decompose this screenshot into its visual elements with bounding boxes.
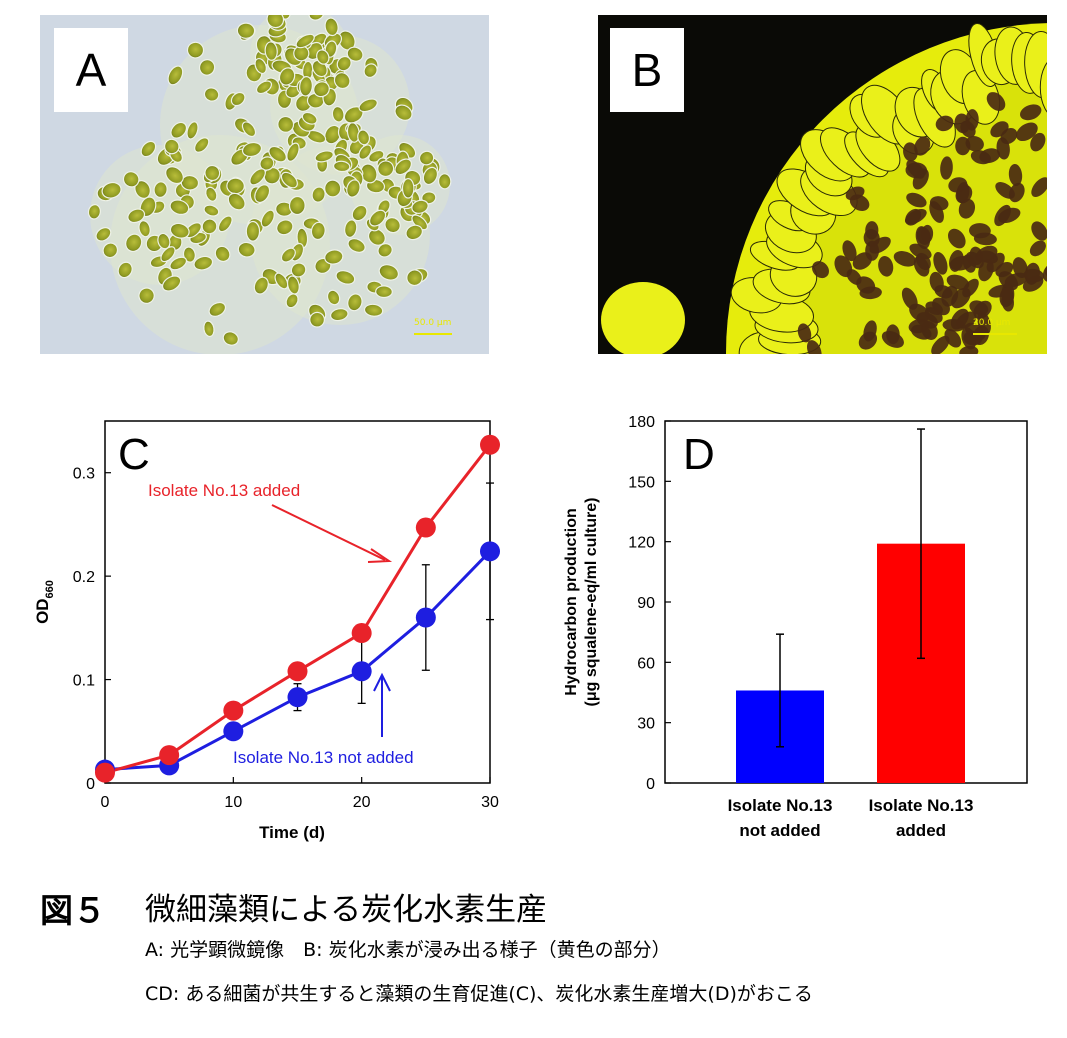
- data-point: [223, 721, 244, 742]
- annotation-arrow-added: [271, 504, 386, 561]
- plot-frame-c: [104, 420, 491, 784]
- micrograph-a-image: [87, 15, 452, 354]
- y-tick-label: 0: [646, 776, 655, 793]
- legend-label-added: Isolate No.13 added: [148, 481, 300, 500]
- y-tick-label: 60: [637, 655, 655, 672]
- data-point: [351, 661, 372, 682]
- data-point: [480, 434, 500, 455]
- y-tick-label: 120: [628, 535, 655, 552]
- y-tick-label: 150: [628, 474, 655, 491]
- category-label-line1: Isolate No.13: [728, 796, 833, 815]
- x-tick-label: 10: [224, 794, 242, 811]
- micrograph-panel-a: A 50.0 μm: [40, 15, 489, 354]
- data-point: [159, 745, 180, 766]
- y-tick-label: 0: [86, 776, 95, 793]
- y-tick-label: 180: [628, 414, 655, 431]
- y-tick-label: 0.3: [73, 466, 95, 483]
- category-label-line2: added: [896, 821, 946, 840]
- plot-frame-d: [664, 420, 1028, 784]
- legend-label-not-added: Isolate No.13 not added: [233, 748, 414, 767]
- panel-label-c: C: [118, 430, 150, 479]
- scale-label-a: 50.0 μm: [414, 318, 452, 328]
- scale-bar-a: [414, 333, 452, 335]
- micrograph-b-image: [601, 23, 1047, 354]
- x-tick-label: 20: [353, 794, 371, 811]
- scale-bar-b: [973, 333, 1017, 335]
- x-axis-label: Time (d): [259, 823, 325, 842]
- data-point: [480, 541, 500, 562]
- y-tick-label: 0.2: [73, 569, 95, 586]
- x-tick-label: 30: [481, 794, 499, 811]
- panel-label-b: B: [610, 28, 684, 112]
- figure-label: 図５: [40, 891, 106, 930]
- y-axis-label-main: OD: [33, 598, 52, 624]
- hydrocarbon-bar-chart: D 0 30 60 90 120 150 180 Hydrocarbon productio…: [563, 414, 1028, 840]
- data-point: [415, 607, 436, 628]
- data-point: [223, 700, 244, 721]
- category-label-line1: Isolate No.13: [869, 796, 974, 815]
- panel-label-a: A: [54, 28, 128, 112]
- y-tick-label: 30: [637, 716, 655, 733]
- caption-line-2: CD: ある細菌が共生すると藻類の生育促進(C)、炭化水素生産増大(D)がおこる: [145, 983, 813, 1005]
- y-axis-label-d-line1: Hydrocarbon production: [563, 508, 580, 696]
- micrograph-panel-b: B 20.0 μm: [598, 15, 1047, 354]
- data-point: [95, 762, 115, 783]
- data-point: [351, 623, 372, 644]
- y-tick-label: 0.1: [73, 673, 95, 690]
- series-line: [104, 550, 492, 772]
- arrowhead-not-added: [373, 672, 391, 692]
- caption-line-1: A: 光学顕微鏡像 B: 炭化水素が浸み出る様子（黄色の部分）: [145, 939, 671, 961]
- arrowhead-added: [367, 548, 393, 563]
- data-point: [287, 687, 308, 708]
- figure-title: 微細藻類による炭化水素生産: [145, 892, 548, 928]
- category-label-line2: not added: [739, 821, 820, 840]
- y-tick-label: 90: [637, 595, 655, 612]
- y-axis-label-d-line2: (μg squalene-eq/ml culture): [583, 498, 600, 707]
- scale-label-b: 20.0 μm: [973, 318, 1011, 328]
- svg-text:OD660: OD660: [33, 580, 56, 624]
- y-axis-label: OD660: [33, 580, 56, 624]
- growth-line-chart: C 0 0.1 0.2 0.3 0 10 20 30 Time (d) OD660 Isola…: [33, 420, 500, 842]
- y-axis-label-d: Hydrocarbon production (μg squalene-eq/m…: [563, 498, 600, 707]
- data-point: [415, 517, 436, 538]
- y-axis-label-sub: 660: [44, 580, 56, 598]
- panel-label-d: D: [683, 430, 715, 479]
- x-tick-label: 0: [101, 794, 110, 811]
- data-point: [287, 661, 308, 682]
